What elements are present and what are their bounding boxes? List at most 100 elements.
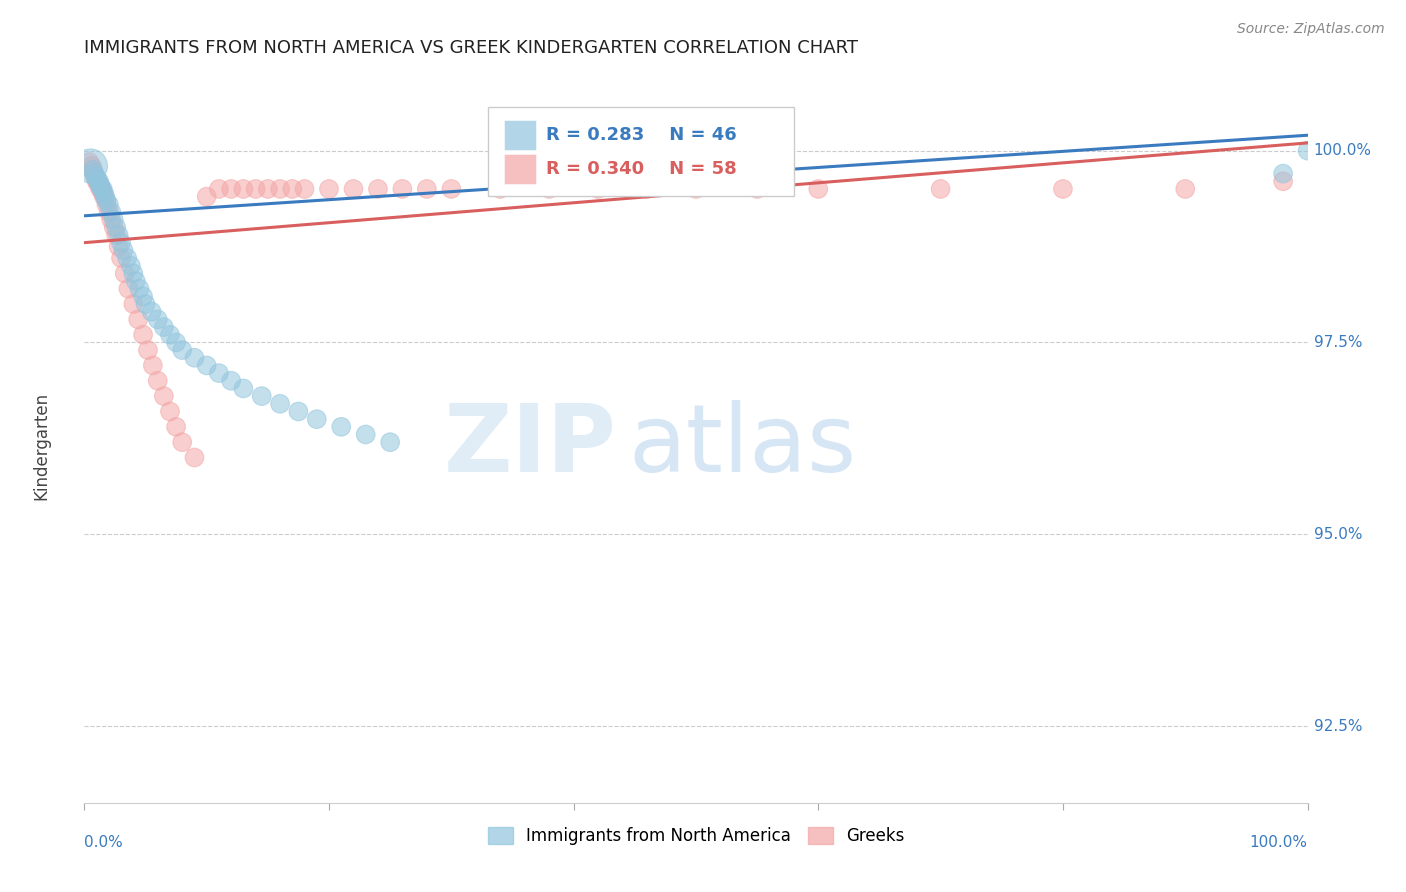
- Point: [87, 174, 110, 188]
- Point: [159, 327, 181, 342]
- Point: [86, 170, 108, 185]
- Point: [100, 205, 122, 219]
- Point: [269, 182, 291, 196]
- Point: [115, 251, 138, 265]
- Point: [183, 351, 205, 365]
- Point: [132, 289, 155, 303]
- Point: [354, 427, 377, 442]
- Text: Source: ZipAtlas.com: Source: ZipAtlas.com: [1237, 22, 1385, 37]
- Point: [305, 412, 328, 426]
- Point: [318, 182, 340, 196]
- Point: [219, 374, 242, 388]
- Text: 0.0%: 0.0%: [84, 835, 124, 850]
- Point: [83, 167, 105, 181]
- Point: [159, 404, 181, 418]
- Point: [103, 212, 125, 227]
- Point: [165, 419, 187, 434]
- Text: 100.0%: 100.0%: [1250, 835, 1308, 850]
- Point: [91, 186, 114, 200]
- Point: [103, 220, 125, 235]
- Point: [367, 182, 389, 196]
- Point: [136, 343, 159, 357]
- Point: [195, 359, 218, 373]
- Point: [380, 435, 402, 450]
- Point: [127, 312, 149, 326]
- Point: [100, 212, 122, 227]
- Point: [330, 419, 353, 434]
- Point: [245, 182, 267, 196]
- Point: [1272, 174, 1295, 188]
- Text: atlas: atlas: [628, 400, 856, 492]
- Point: [281, 182, 304, 196]
- Point: [250, 389, 273, 403]
- Point: [82, 162, 104, 177]
- Point: [87, 174, 110, 188]
- Point: [93, 189, 115, 203]
- Point: [94, 189, 117, 203]
- Text: ZIP: ZIP: [443, 400, 616, 492]
- Text: 92.5%: 92.5%: [1313, 719, 1362, 733]
- Point: [172, 343, 194, 357]
- Point: [232, 182, 254, 196]
- Point: [391, 182, 413, 196]
- Text: 95.0%: 95.0%: [1313, 527, 1362, 541]
- Point: [97, 205, 120, 219]
- Point: [87, 174, 110, 188]
- Text: 97.5%: 97.5%: [1313, 334, 1362, 350]
- Point: [747, 182, 769, 196]
- Point: [91, 182, 114, 196]
- Point: [86, 174, 108, 188]
- Point: [122, 266, 145, 280]
- Point: [89, 182, 111, 196]
- Point: [1174, 182, 1197, 196]
- Point: [96, 194, 118, 208]
- Point: [96, 197, 118, 211]
- Point: [77, 155, 100, 169]
- Point: [287, 404, 309, 418]
- Point: [117, 282, 139, 296]
- Point: [128, 282, 150, 296]
- Point: [87, 178, 110, 193]
- Point: [489, 182, 512, 196]
- Point: [93, 186, 115, 200]
- Point: [97, 197, 120, 211]
- Point: [107, 227, 129, 242]
- Point: [146, 312, 169, 326]
- Point: [132, 327, 155, 342]
- Text: R = 0.283    N = 46: R = 0.283 N = 46: [546, 126, 737, 144]
- Point: [90, 182, 112, 196]
- Point: [257, 182, 280, 196]
- Point: [141, 304, 163, 318]
- Point: [79, 159, 101, 173]
- Point: [125, 274, 148, 288]
- Text: IMMIGRANTS FROM NORTH AMERICA VS GREEK KINDERGARTEN CORRELATION CHART: IMMIGRANTS FROM NORTH AMERICA VS GREEK K…: [84, 39, 858, 57]
- Text: R = 0.340    N = 58: R = 0.340 N = 58: [546, 161, 737, 178]
- Point: [685, 182, 707, 196]
- Point: [586, 182, 609, 196]
- Legend: Immigrants from North America, Greeks: Immigrants from North America, Greeks: [481, 820, 911, 852]
- Point: [107, 239, 129, 253]
- Point: [636, 182, 658, 196]
- Text: 100.0%: 100.0%: [1313, 143, 1372, 158]
- Point: [112, 244, 135, 258]
- Text: Kindergarten: Kindergarten: [32, 392, 51, 500]
- Point: [294, 182, 316, 196]
- Point: [82, 162, 104, 177]
- Point: [153, 320, 176, 334]
- Point: [1052, 182, 1074, 196]
- Point: [195, 189, 218, 203]
- Point: [416, 182, 439, 196]
- Point: [153, 389, 176, 403]
- Point: [105, 227, 128, 242]
- Point: [1296, 144, 1319, 158]
- Bar: [503, 120, 536, 150]
- Point: [165, 335, 187, 350]
- Point: [142, 359, 165, 373]
- Point: [105, 220, 128, 235]
- Bar: [503, 154, 536, 184]
- Point: [807, 182, 830, 196]
- Point: [135, 297, 157, 311]
- Point: [172, 435, 194, 450]
- Point: [146, 374, 169, 388]
- Point: [219, 182, 242, 196]
